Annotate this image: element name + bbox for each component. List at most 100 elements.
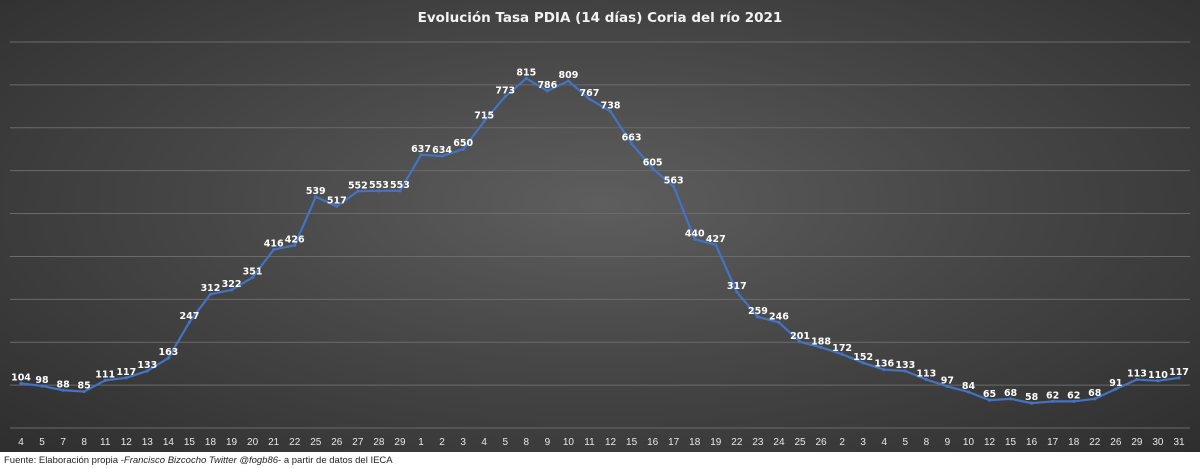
data-label: 312 bbox=[201, 283, 221, 294]
data-label: 133 bbox=[895, 360, 915, 371]
data-label: 773 bbox=[495, 85, 515, 96]
x-tick-label: 31 bbox=[1173, 437, 1185, 448]
data-label: 110 bbox=[1148, 370, 1168, 381]
x-tick-label: 5 bbox=[502, 437, 508, 448]
x-tick-label: 25 bbox=[310, 437, 322, 448]
data-label: 767 bbox=[580, 88, 600, 99]
x-tick-label: 10 bbox=[963, 437, 975, 448]
data-point bbox=[166, 356, 170, 360]
data-points bbox=[19, 76, 1181, 405]
data-point bbox=[1093, 397, 1097, 401]
x-tick-label: 28 bbox=[373, 437, 385, 448]
data-point bbox=[1156, 379, 1160, 383]
data-point bbox=[482, 119, 486, 123]
data-label: 68 bbox=[1004, 388, 1018, 399]
data-point bbox=[208, 292, 213, 296]
x-tick-label: 12 bbox=[605, 437, 617, 448]
x-tick-label: 4 bbox=[481, 437, 487, 448]
data-label: 88 bbox=[56, 379, 70, 390]
data-point bbox=[1135, 377, 1139, 382]
x-tick-label: 22 bbox=[289, 437, 301, 448]
data-point bbox=[145, 369, 149, 373]
data-point bbox=[187, 320, 192, 324]
data-label: 809 bbox=[558, 70, 578, 81]
x-tick-label: 26 bbox=[1110, 437, 1122, 448]
data-label: 663 bbox=[622, 133, 642, 144]
data-label: 416 bbox=[264, 239, 284, 250]
data-label: 163 bbox=[158, 347, 178, 358]
data-label: 426 bbox=[285, 234, 305, 245]
x-tick-label: 11 bbox=[584, 437, 595, 448]
data-label: 152 bbox=[853, 352, 873, 363]
data-point bbox=[756, 315, 760, 319]
x-tick-label: 27 bbox=[352, 437, 364, 448]
x-tick-label: 17 bbox=[1047, 437, 1059, 448]
data-label: 246 bbox=[769, 311, 789, 322]
data-point bbox=[356, 189, 360, 193]
chart-title: Evolución Tasa PDIA (14 días) Coria del … bbox=[418, 10, 783, 26]
data-point bbox=[608, 109, 613, 114]
data-label: 259 bbox=[748, 306, 768, 317]
data-label: 65 bbox=[983, 389, 996, 400]
x-tick-label: 18 bbox=[205, 437, 217, 448]
x-tick-label: 9 bbox=[945, 437, 951, 448]
x-tick-label: 5 bbox=[903, 437, 909, 448]
data-label: 317 bbox=[727, 281, 747, 292]
x-tick-label: 22 bbox=[1089, 437, 1101, 448]
data-label: 815 bbox=[516, 67, 536, 78]
source-footer: Fuente: Elaboración propia -Francisco Bi… bbox=[4, 454, 393, 468]
x-tick-label: 8 bbox=[924, 437, 930, 448]
x-tick-label: 12 bbox=[121, 437, 133, 448]
data-label: 351 bbox=[243, 266, 263, 277]
data-point bbox=[735, 290, 739, 294]
data-label: 172 bbox=[832, 343, 852, 354]
data-point bbox=[672, 184, 676, 189]
data-label: 637 bbox=[411, 144, 431, 155]
data-point bbox=[629, 142, 634, 146]
x-tick-label: 9 bbox=[545, 437, 551, 448]
data-point bbox=[1008, 397, 1013, 401]
x-tick-label: 18 bbox=[1068, 437, 1080, 448]
data-label: 552 bbox=[348, 180, 368, 191]
data-label: 715 bbox=[474, 110, 494, 121]
x-tick-label: 29 bbox=[394, 437, 406, 448]
x-tick-label: 25 bbox=[794, 437, 806, 448]
x-tick-label: 30 bbox=[1152, 437, 1164, 448]
data-label: 136 bbox=[874, 359, 894, 370]
data-label: 201 bbox=[790, 331, 810, 342]
data-point bbox=[819, 345, 823, 349]
x-tick-label: 11 bbox=[100, 437, 111, 448]
data-point bbox=[524, 76, 528, 81]
data-point bbox=[251, 275, 255, 280]
x-tick-label: 15 bbox=[1005, 437, 1017, 448]
data-point bbox=[229, 288, 234, 292]
footer-suffix: - a partir de datos del IECA bbox=[278, 455, 393, 466]
data-point bbox=[1030, 401, 1034, 405]
footer-author: Francisco Bizcocho Twitter @fogb86 bbox=[123, 455, 279, 466]
data-point bbox=[882, 368, 886, 372]
data-point bbox=[987, 398, 992, 402]
data-point bbox=[1114, 387, 1118, 391]
data-point bbox=[419, 153, 423, 157]
x-tick-label: 19 bbox=[226, 437, 238, 448]
data-label: 133 bbox=[137, 360, 157, 371]
data-label: 98 bbox=[35, 375, 49, 386]
x-tick-label: 8 bbox=[81, 437, 87, 448]
data-point bbox=[777, 320, 781, 325]
data-label: 188 bbox=[811, 336, 831, 347]
data-point bbox=[945, 384, 950, 388]
data-point bbox=[1051, 399, 1055, 404]
data-point bbox=[693, 237, 697, 241]
data-label: 111 bbox=[95, 369, 115, 380]
x-tick-label: 10 bbox=[563, 437, 575, 448]
x-tick-label: 8 bbox=[524, 437, 530, 448]
x-tick-label: 3 bbox=[460, 437, 466, 448]
data-label: 738 bbox=[601, 100, 621, 111]
data-point bbox=[861, 361, 865, 365]
data-point bbox=[840, 352, 844, 356]
data-point bbox=[714, 243, 718, 247]
data-point bbox=[61, 388, 65, 392]
x-tick-label: 26 bbox=[331, 437, 343, 448]
x-axis-ticks: 4 5 7 8 11 12 13 14 15 18 19 20 21 22 25 26 27 28 29 1 2 3 4 5 8… bbox=[18, 437, 1185, 448]
data-label: 427 bbox=[706, 234, 726, 245]
